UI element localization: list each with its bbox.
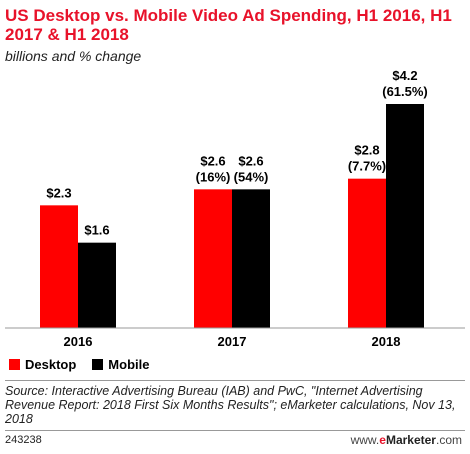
brand-suffix: .com: [435, 433, 462, 447]
x-tick-label-2016: 2016: [64, 334, 93, 349]
source-note: Source: Interactive Advertising Bureau (…: [5, 384, 456, 426]
legend-swatch-mobile: [92, 359, 104, 370]
data-label-mobile-2017: $2.6 (54%): [234, 153, 269, 184]
legend-item-mobile: Mobile: [92, 357, 149, 372]
legend: Desktop Mobile: [9, 357, 149, 372]
legend-label-desktop: Desktop: [25, 357, 77, 372]
data-label-desktop-2016: $2.3: [46, 185, 71, 200]
x-tick-label-2017: 2017: [218, 334, 247, 349]
bar-mobile-2016: [78, 242, 116, 328]
footer-bottom-divider: [5, 430, 465, 431]
data-label-desktop-2018: $2.8 (7.7%): [348, 143, 386, 174]
data-label-desktop-2017: $2.6 (16%): [196, 153, 231, 184]
bar-desktop-2016: [40, 205, 78, 328]
chart-subtitle: billions and % change: [5, 48, 142, 64]
legend-swatch-desktop: [9, 359, 20, 370]
x-tick-label-2018: 2018: [372, 334, 401, 349]
bar-mobile-2017: [232, 189, 270, 328]
bar-desktop-2018: [348, 178, 386, 328]
legend-item-desktop: Desktop: [9, 357, 76, 372]
data-label-mobile-2018: $4.2 (61.5%): [382, 68, 428, 99]
footer-divider: [5, 380, 465, 381]
chart-title: US Desktop vs. Mobile Video Ad Spending,…: [5, 6, 452, 44]
brand-prefix: www.: [350, 433, 380, 447]
bar-desktop-2017: [194, 189, 232, 328]
bar-chart: $2.3 $1.6 $2.6 (16%)$2.6 (54%) $2.8 (7.7%) $4.2…: [5, 68, 465, 349]
chart-id: 243238: [5, 434, 42, 446]
brand-e: e: [379, 433, 386, 447]
bar-mobile-2018: [386, 104, 424, 328]
legend-label-mobile: Mobile: [108, 357, 150, 372]
brand-link[interactable]: www.eMarketer.com: [351, 433, 462, 447]
data-label-mobile-2016: $1.6: [84, 223, 109, 238]
brand-name: Marketer: [385, 433, 436, 447]
